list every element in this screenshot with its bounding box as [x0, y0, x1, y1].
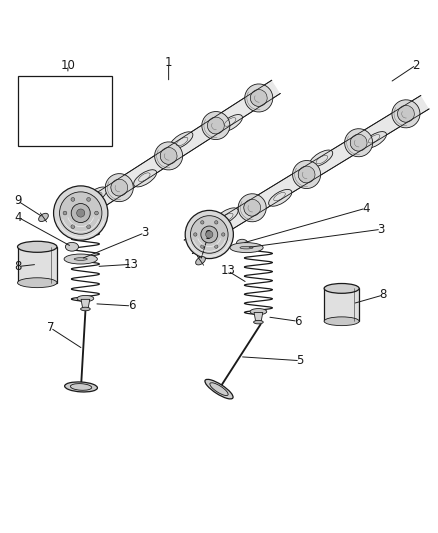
- Text: 4: 4: [362, 202, 370, 215]
- Text: 1: 1: [165, 56, 173, 69]
- Circle shape: [201, 221, 204, 224]
- Polygon shape: [57, 80, 280, 231]
- Polygon shape: [324, 288, 359, 321]
- Text: 9: 9: [14, 195, 21, 207]
- Ellipse shape: [245, 84, 273, 112]
- Ellipse shape: [250, 309, 267, 314]
- Ellipse shape: [398, 106, 414, 122]
- Circle shape: [201, 245, 204, 248]
- Circle shape: [215, 221, 218, 224]
- Ellipse shape: [84, 187, 107, 204]
- Ellipse shape: [18, 278, 57, 288]
- Circle shape: [215, 245, 218, 248]
- Text: 6: 6: [127, 300, 135, 312]
- Circle shape: [87, 225, 91, 229]
- Ellipse shape: [199, 227, 215, 244]
- Ellipse shape: [293, 160, 321, 189]
- Ellipse shape: [64, 200, 92, 228]
- Ellipse shape: [134, 169, 157, 187]
- Ellipse shape: [155, 142, 183, 170]
- Ellipse shape: [64, 210, 80, 225]
- Text: 6: 6: [294, 315, 302, 328]
- Circle shape: [185, 211, 233, 259]
- Ellipse shape: [39, 213, 48, 222]
- Polygon shape: [254, 312, 263, 322]
- Ellipse shape: [298, 166, 315, 183]
- Text: 10: 10: [60, 59, 75, 71]
- Ellipse shape: [74, 258, 87, 260]
- Ellipse shape: [392, 100, 420, 128]
- Ellipse shape: [350, 134, 367, 151]
- Polygon shape: [184, 95, 429, 254]
- Ellipse shape: [105, 174, 133, 201]
- Ellipse shape: [324, 284, 359, 293]
- Polygon shape: [18, 247, 57, 282]
- Ellipse shape: [65, 382, 97, 392]
- Circle shape: [71, 225, 75, 229]
- Ellipse shape: [254, 320, 263, 324]
- Ellipse shape: [193, 221, 221, 249]
- Text: 4: 4: [14, 211, 22, 224]
- Ellipse shape: [345, 128, 373, 157]
- Circle shape: [222, 233, 225, 236]
- Circle shape: [191, 216, 228, 253]
- Ellipse shape: [18, 241, 57, 252]
- Circle shape: [71, 204, 90, 223]
- Bar: [18, 76, 112, 146]
- Ellipse shape: [219, 115, 243, 132]
- Text: 13: 13: [220, 264, 235, 277]
- Ellipse shape: [251, 90, 267, 107]
- Circle shape: [63, 211, 67, 215]
- Text: 5: 5: [297, 354, 304, 367]
- Ellipse shape: [170, 132, 193, 149]
- Ellipse shape: [230, 243, 263, 253]
- Ellipse shape: [237, 239, 248, 247]
- Ellipse shape: [81, 307, 90, 311]
- Ellipse shape: [70, 205, 87, 222]
- Circle shape: [87, 198, 91, 201]
- Ellipse shape: [215, 208, 238, 225]
- Ellipse shape: [363, 132, 386, 148]
- Ellipse shape: [324, 317, 359, 326]
- Ellipse shape: [240, 246, 253, 249]
- Text: 3: 3: [378, 223, 385, 236]
- Circle shape: [194, 233, 197, 236]
- Text: 8: 8: [380, 288, 387, 302]
- Ellipse shape: [268, 189, 292, 206]
- Text: 8: 8: [15, 260, 22, 273]
- Text: 3: 3: [141, 227, 148, 239]
- Ellipse shape: [77, 295, 94, 302]
- Ellipse shape: [244, 199, 261, 216]
- Circle shape: [71, 198, 75, 201]
- Circle shape: [206, 231, 213, 238]
- Ellipse shape: [202, 111, 230, 140]
- Ellipse shape: [310, 150, 333, 167]
- Ellipse shape: [111, 179, 128, 196]
- Ellipse shape: [160, 148, 177, 164]
- Ellipse shape: [64, 254, 97, 264]
- Circle shape: [53, 186, 108, 240]
- Text: 2: 2: [412, 59, 420, 71]
- Text: 13: 13: [124, 258, 139, 271]
- Ellipse shape: [196, 256, 205, 265]
- Ellipse shape: [208, 117, 224, 134]
- Circle shape: [201, 226, 218, 243]
- Ellipse shape: [238, 194, 266, 222]
- Text: 7: 7: [46, 321, 54, 334]
- Ellipse shape: [65, 243, 78, 251]
- Circle shape: [77, 209, 85, 217]
- Text: 9: 9: [204, 229, 212, 243]
- Polygon shape: [81, 300, 90, 309]
- Circle shape: [95, 211, 99, 215]
- Ellipse shape: [192, 232, 208, 248]
- Circle shape: [60, 192, 102, 234]
- Ellipse shape: [205, 379, 233, 399]
